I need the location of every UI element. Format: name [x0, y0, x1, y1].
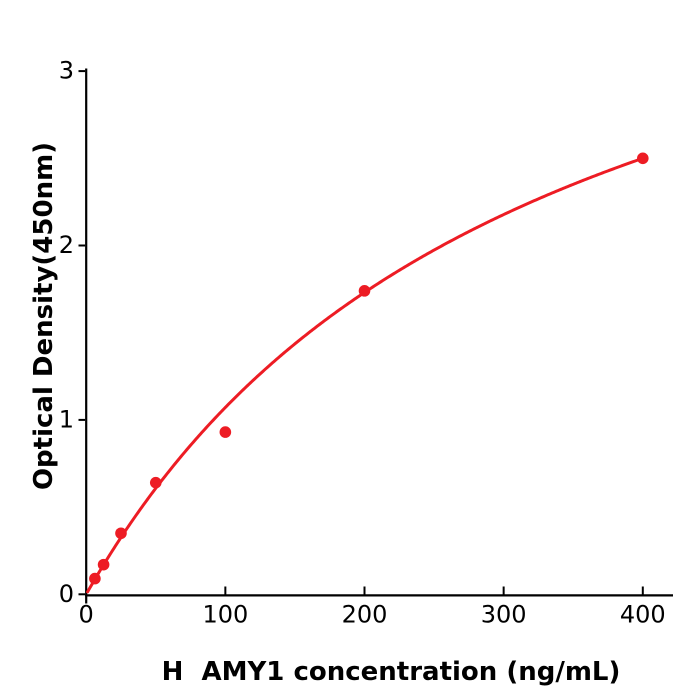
data-point	[358, 285, 371, 297]
fit-curve-layer	[86, 156, 645, 594]
fit-curve	[86, 156, 645, 594]
data-point	[149, 476, 162, 489]
x-tick-label: 0	[79, 601, 94, 629]
y-tick-label: 2	[59, 231, 74, 259]
data-point	[89, 572, 101, 585]
y-tick-label: 0	[59, 580, 74, 608]
data-point	[637, 152, 649, 165]
y-axis-ticks: 0 1 2 3	[59, 57, 86, 608]
data-point	[97, 558, 110, 571]
x-tick-label: 300	[481, 601, 527, 629]
x-tick-label: 100	[202, 601, 248, 629]
x-axis-title: H AMY1 concentration (ng/mL)	[162, 657, 621, 687]
x-tick-label: 400	[620, 601, 666, 629]
x-axis-ticks: 0 100 200 300 400	[79, 586, 666, 629]
y-axis-title: Optical Density(450nm)	[29, 142, 59, 490]
data-point	[115, 527, 127, 540]
data-points-layer	[89, 152, 649, 585]
y-tick-label: 1	[59, 405, 74, 433]
x-tick-label: 200	[342, 601, 388, 629]
data-point	[219, 426, 232, 438]
y-tick-label: 3	[59, 57, 74, 85]
